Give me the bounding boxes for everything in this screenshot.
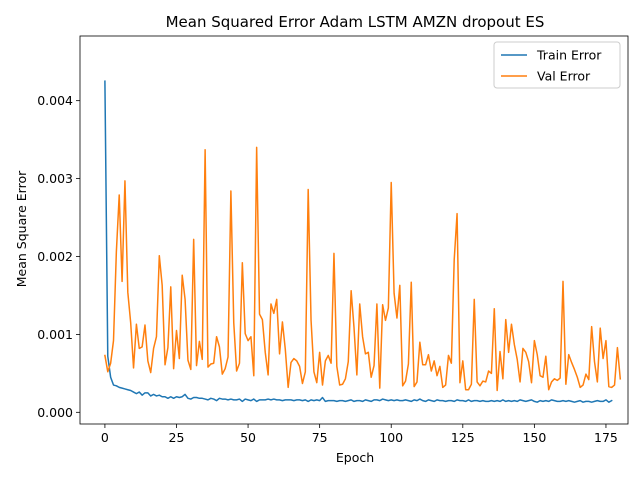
plot-area: 0 25 50 75 100 125 150 175 0.000 0.001 0.002 0.003 0… — [37, 35, 629, 445]
y-tick-label: 0.000 — [37, 405, 73, 420]
x-tick-label: 50 — [240, 430, 256, 445]
legend-label: Train Error — [536, 48, 602, 63]
x-tick-label: 25 — [169, 430, 185, 445]
x-tick-label: 125 — [451, 430, 475, 445]
x-axis-label: Epoch — [336, 450, 374, 465]
x-tick-label: 150 — [522, 430, 546, 445]
y-tick-label: 0.002 — [37, 249, 73, 264]
y-tick-label: 0.003 — [37, 171, 73, 186]
series-line-val-error — [104, 146, 622, 392]
legend: Train Error Val Error — [493, 41, 621, 89]
x-tick-label: 175 — [594, 430, 618, 445]
y-tick-label: 0.001 — [37, 327, 73, 342]
x-tick-label: 0 — [101, 430, 109, 445]
axes-frame — [79, 35, 629, 425]
x-tick-label: 75 — [312, 430, 328, 445]
y-tick-label: 0.004 — [37, 93, 73, 108]
x-tick-label: 100 — [379, 430, 403, 445]
series-line-train-error — [104, 80, 613, 403]
legend-label: Val Error — [537, 69, 591, 84]
chart-title: Mean Squared Error Adam LSTM AMZN dropou… — [166, 13, 545, 31]
y-axis-label: Mean Square Error — [14, 170, 29, 287]
